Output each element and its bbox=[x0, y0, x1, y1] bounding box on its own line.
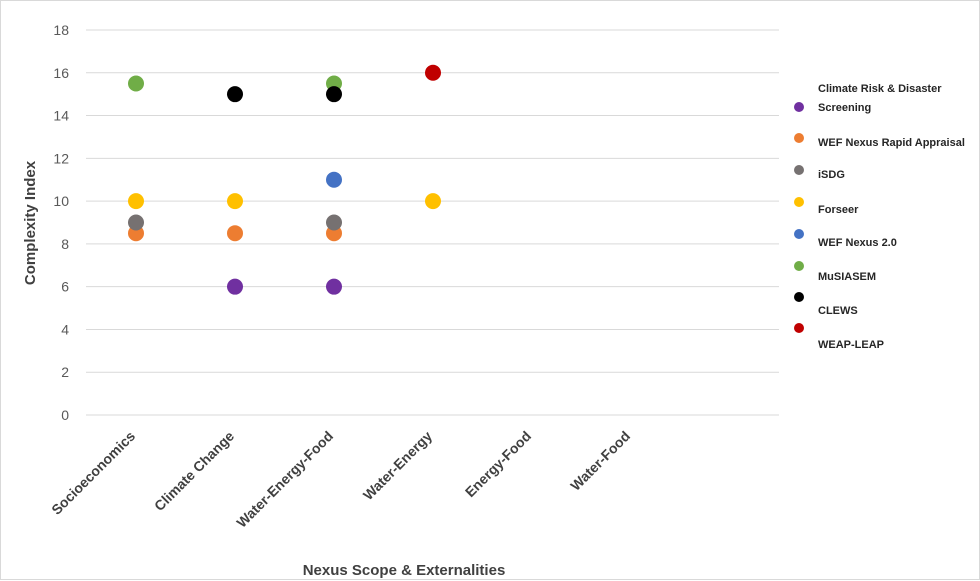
data-point bbox=[227, 193, 243, 210]
x-tick-label: Climate Change bbox=[151, 428, 237, 514]
y-tick-label: 12 bbox=[53, 150, 69, 166]
data-point bbox=[128, 75, 144, 92]
data-point bbox=[128, 214, 144, 231]
legend-label: iSDG bbox=[818, 169, 845, 181]
y-tick-label: 8 bbox=[61, 236, 69, 252]
data-points bbox=[128, 64, 441, 295]
legend-marker bbox=[794, 133, 804, 143]
legend: Climate Risk & Disaster Screening WEF Nexu… bbox=[794, 83, 965, 351]
y-tick-labels: 0 2 4 6 8 10 12 14 16 18 bbox=[53, 22, 69, 423]
y-tick-label: 10 bbox=[53, 193, 69, 209]
y-tick-label: 4 bbox=[61, 321, 69, 337]
x-tick-label: Socioeconomics bbox=[48, 428, 138, 518]
legend-marker bbox=[794, 197, 804, 207]
x-axis-title: Nexus Scope & Externalities bbox=[303, 562, 506, 579]
x-tick-labels: Socioeconomics Climate ChangeWater-Energy… bbox=[48, 428, 633, 531]
legend-marker bbox=[794, 292, 804, 302]
data-point bbox=[326, 214, 342, 231]
y-tick-label: 14 bbox=[53, 108, 69, 124]
y-tick-label: 0 bbox=[61, 407, 69, 423]
legend-marker bbox=[794, 165, 804, 175]
legend-label: MuSIASEM bbox=[818, 271, 876, 283]
legend-label: Climate Risk & Disaster bbox=[818, 83, 942, 95]
y-tick-label: 16 bbox=[53, 65, 69, 81]
x-tick-label: Energy-Food bbox=[462, 428, 534, 500]
y-tick-label: 6 bbox=[61, 279, 69, 295]
legend-label: Forseer bbox=[818, 204, 859, 216]
legend-label: WEF Nexus Rapid Appraisal bbox=[818, 137, 965, 149]
gridlines bbox=[86, 29, 779, 416]
y-axis-title: Complexity Index bbox=[22, 160, 39, 285]
legend-marker bbox=[794, 261, 804, 271]
legend-label: WEAP-LEAP bbox=[818, 339, 884, 351]
data-point bbox=[425, 64, 441, 81]
data-point bbox=[227, 86, 243, 103]
data-point bbox=[326, 278, 342, 295]
legend-marker bbox=[794, 102, 804, 112]
data-point bbox=[326, 171, 342, 188]
y-tick-label: 18 bbox=[53, 22, 69, 38]
data-point bbox=[326, 86, 342, 103]
x-tick-label: Water-Energy bbox=[360, 428, 435, 503]
legend-marker bbox=[794, 229, 804, 239]
legend-label: WEF Nexus 2.0 bbox=[818, 237, 897, 249]
x-tick-label: Water-Food bbox=[567, 428, 633, 494]
legend-label: CLEWS bbox=[818, 305, 858, 317]
data-point bbox=[227, 225, 243, 242]
legend-label: Screening bbox=[818, 102, 871, 114]
y-tick-label: 2 bbox=[61, 364, 69, 380]
legend-marker bbox=[794, 323, 804, 333]
data-point bbox=[227, 278, 243, 295]
data-point bbox=[425, 193, 441, 210]
x-tick-label: Water-Energy-Food bbox=[233, 428, 336, 531]
data-point bbox=[128, 193, 144, 210]
